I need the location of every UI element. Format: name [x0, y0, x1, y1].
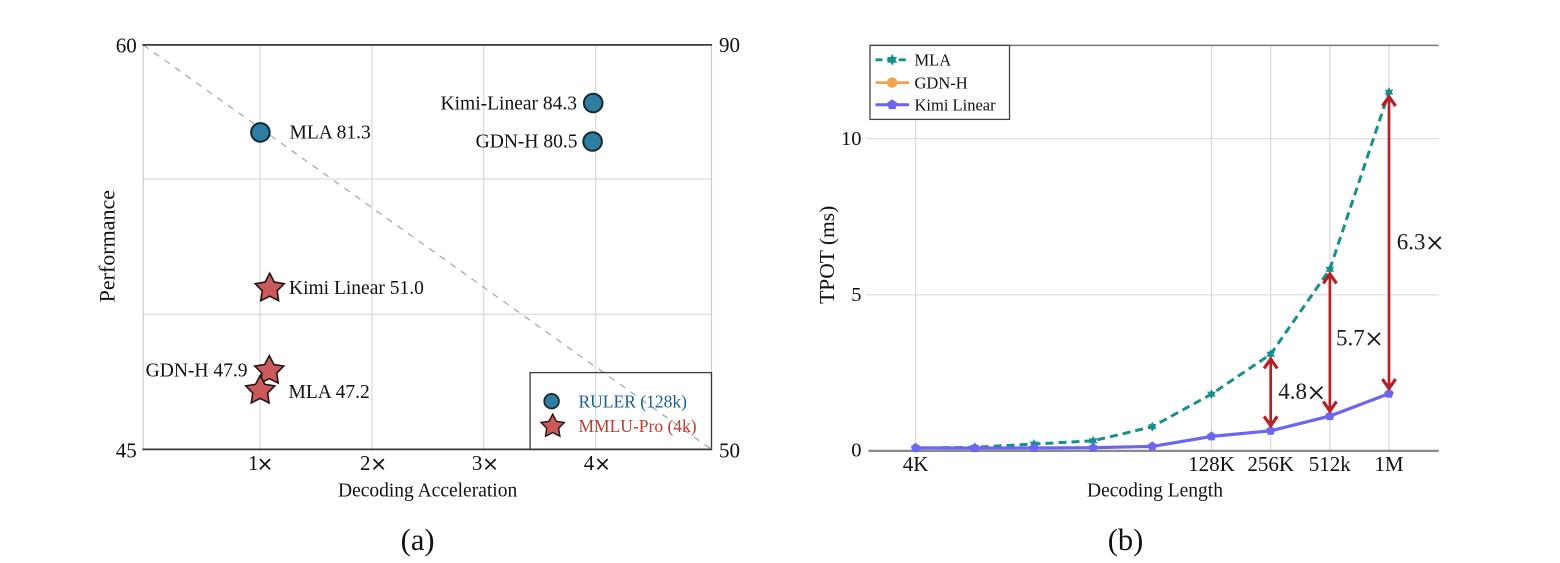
svg-text:GDN-H 47.9: GDN-H 47.9 [146, 361, 248, 382]
svg-text:Kimi Linear 51.0: Kimi Linear 51.0 [289, 278, 424, 299]
svg-text:Decoding Acceleration: Decoding Acceleration [338, 480, 517, 501]
svg-text:128K: 128K [1188, 452, 1235, 476]
svg-text:MLA 47.2: MLA 47.2 [289, 382, 370, 403]
svg-text:GDN-H 80.5: GDN-H 80.5 [476, 131, 578, 152]
svg-text:5.7: 5.7 [1336, 325, 1365, 350]
svg-text:Decoding Length: Decoding Length [1087, 480, 1223, 501]
svg-text:45: 45 [116, 438, 137, 462]
svg-text:Kimi-Linear 84.3: Kimi-Linear 84.3 [441, 94, 577, 115]
svg-text:4K: 4K [903, 452, 929, 476]
svg-text:MMLU-Pro (4k): MMLU-Pro (4k) [579, 416, 697, 436]
svg-text:256K: 256K [1247, 452, 1294, 476]
svg-text:3: 3 [472, 451, 483, 475]
svg-text:60: 60 [116, 33, 137, 57]
svg-text:0: 0 [851, 440, 861, 462]
svg-text:(b): (b) [1108, 523, 1144, 557]
svg-text:4.8: 4.8 [1278, 379, 1307, 404]
svg-text:6.3: 6.3 [1397, 230, 1426, 255]
svg-text:5: 5 [851, 284, 861, 306]
svg-text:2: 2 [360, 451, 371, 475]
svg-text:Kimi Linear: Kimi Linear [915, 96, 997, 115]
svg-text:TPOT (ms): TPOT (ms) [815, 206, 839, 304]
svg-text:4: 4 [584, 451, 595, 475]
svg-text:GDN-H: GDN-H [915, 73, 968, 92]
svg-text:90: 90 [719, 33, 740, 57]
svg-text:(a): (a) [401, 523, 435, 557]
svg-text:512k: 512k [1309, 452, 1352, 476]
svg-text:MLA: MLA [915, 51, 952, 70]
svg-text:1M: 1M [1374, 452, 1404, 476]
svg-text:50: 50 [719, 439, 740, 463]
svg-text:RULER (128k): RULER (128k) [579, 392, 688, 412]
svg-text:MLA 81.3: MLA 81.3 [290, 122, 371, 143]
svg-text:1: 1 [248, 451, 259, 475]
svg-text:Performance: Performance [95, 190, 120, 302]
svg-text:10: 10 [841, 128, 862, 150]
